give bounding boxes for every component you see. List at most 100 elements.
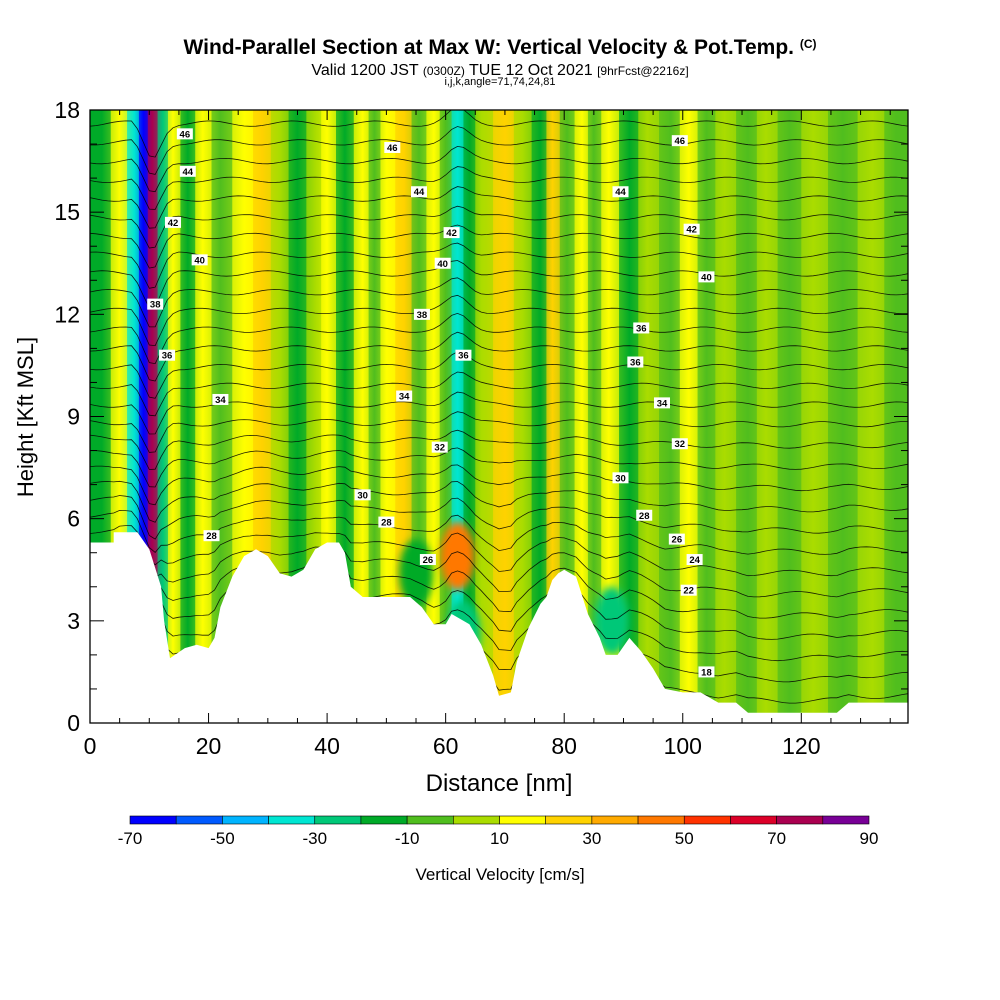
y-axis-title: Height [Kft MSL] xyxy=(13,337,38,497)
colorbar-tick-label: 50 xyxy=(675,829,694,848)
colorbar-swatch xyxy=(314,815,362,825)
x-axis: 0 20 40 60 80 100 120 xyxy=(84,110,891,759)
theta-line xyxy=(90,145,908,193)
contour-label-bg xyxy=(164,216,181,228)
contour-label-bg xyxy=(636,509,653,521)
colorbar-tick-label: 70 xyxy=(767,829,786,848)
colorbar-tick-label: 90 xyxy=(860,829,879,848)
colorbar-swatch xyxy=(268,815,316,825)
contour-label-bg xyxy=(683,223,700,235)
plot-area xyxy=(90,110,908,723)
contour-label: 18 xyxy=(698,666,715,678)
y-tick-label: 0 xyxy=(67,710,80,736)
theta-line xyxy=(90,186,908,229)
contour-label-text: 34 xyxy=(657,398,668,409)
contour-label-text: 34 xyxy=(399,392,410,403)
contour-label: 40 xyxy=(434,257,451,270)
contour-label-bg xyxy=(384,141,401,153)
contour-label-bg xyxy=(698,666,715,678)
contour-label: 42 xyxy=(443,227,460,239)
contour-label-bg xyxy=(378,516,395,528)
colorbar-swatch xyxy=(822,815,870,825)
contour-label: 38 xyxy=(147,298,164,311)
contour-label: 42 xyxy=(683,223,700,236)
colorbar-swatch xyxy=(776,815,824,825)
w-blob xyxy=(594,586,629,655)
colorbar-swatch xyxy=(499,815,546,825)
contour-label-bg xyxy=(654,397,671,409)
contour-label: 28 xyxy=(378,516,395,529)
contour-label-bg xyxy=(698,271,715,283)
y-tick-label: 6 xyxy=(67,506,80,532)
contour-label-text: 36 xyxy=(458,351,469,362)
theta-line xyxy=(90,242,908,289)
contour-label-text: 22 xyxy=(683,586,694,597)
contour-label: 38 xyxy=(413,308,430,321)
x-tick-label: 120 xyxy=(782,733,820,759)
contour-label-bg xyxy=(627,356,644,368)
contour-label: 46 xyxy=(176,128,193,140)
colorbar-swatch xyxy=(591,815,639,825)
contour-label: 32 xyxy=(671,438,688,450)
contour-label-text: 44 xyxy=(183,167,194,178)
y-tick-label: 9 xyxy=(67,404,80,430)
theta-line xyxy=(90,495,908,540)
theta-line xyxy=(90,294,908,347)
contour-label-bg xyxy=(431,441,448,453)
contour-label-text: 38 xyxy=(150,300,161,311)
vertical-velocity-field xyxy=(90,110,908,723)
contour-label-bg xyxy=(633,322,650,334)
contour-label-bg xyxy=(159,349,176,361)
contour-label-bg xyxy=(179,165,196,177)
x-axis-title: Distance [nm] xyxy=(426,770,573,797)
theta-line xyxy=(90,351,908,399)
contour-label: 40 xyxy=(191,254,208,266)
y-tick-label: 18 xyxy=(54,97,80,123)
contour-label-bg xyxy=(612,186,629,198)
contour-label-text: 30 xyxy=(357,490,368,501)
contour-label-bg xyxy=(612,472,629,484)
contour-label: 24 xyxy=(686,554,703,566)
colorbar-swatch xyxy=(175,815,223,825)
contour-label-text: 44 xyxy=(615,187,626,198)
theta-line xyxy=(90,429,908,470)
colorbar-tick-label: -10 xyxy=(395,829,420,848)
contour-label-text: 44 xyxy=(414,187,425,198)
y-tick-label: 15 xyxy=(54,199,80,225)
colorbar-swatch xyxy=(545,815,593,825)
theta-line xyxy=(90,371,908,417)
theta-line xyxy=(90,312,908,365)
contour-label-bg xyxy=(671,438,688,450)
theta-line xyxy=(90,447,908,488)
contour-label: 26 xyxy=(419,554,436,566)
contour-label: 26 xyxy=(668,533,685,546)
grid-indices: i,j,k,angle=71,74,24,81 xyxy=(444,76,556,88)
contour-label: 44 xyxy=(179,165,196,178)
x-tick-label: 40 xyxy=(314,733,340,759)
colorbar-swatch xyxy=(683,815,731,825)
colorbar-swatch xyxy=(406,815,454,825)
colorbar-swatch xyxy=(129,815,177,825)
contour-label-bg xyxy=(668,533,685,545)
contour-label-text: 36 xyxy=(636,323,647,334)
contour-label: 34 xyxy=(212,393,229,406)
contour-label-text: 26 xyxy=(672,535,683,546)
contour-label-text: 34 xyxy=(215,395,226,406)
contour-label-bg xyxy=(396,390,413,402)
contour-label-text: 46 xyxy=(180,129,191,140)
theta-line xyxy=(90,540,908,598)
contour-label-text: 36 xyxy=(630,358,641,369)
terrain-mask xyxy=(90,532,908,723)
contour-label-bg xyxy=(191,254,208,266)
theta-line xyxy=(90,464,908,506)
contour-label-bg xyxy=(455,349,472,361)
contour-label-text: 40 xyxy=(437,259,448,270)
contour-label-bg xyxy=(434,257,451,269)
contour-label-text: 30 xyxy=(615,473,626,484)
y-tick-label: 12 xyxy=(54,301,80,327)
theta-line xyxy=(90,556,908,619)
contour-label: 44 xyxy=(410,186,427,198)
contour-label-text: 18 xyxy=(701,667,712,678)
contour-label: 32 xyxy=(431,441,448,454)
